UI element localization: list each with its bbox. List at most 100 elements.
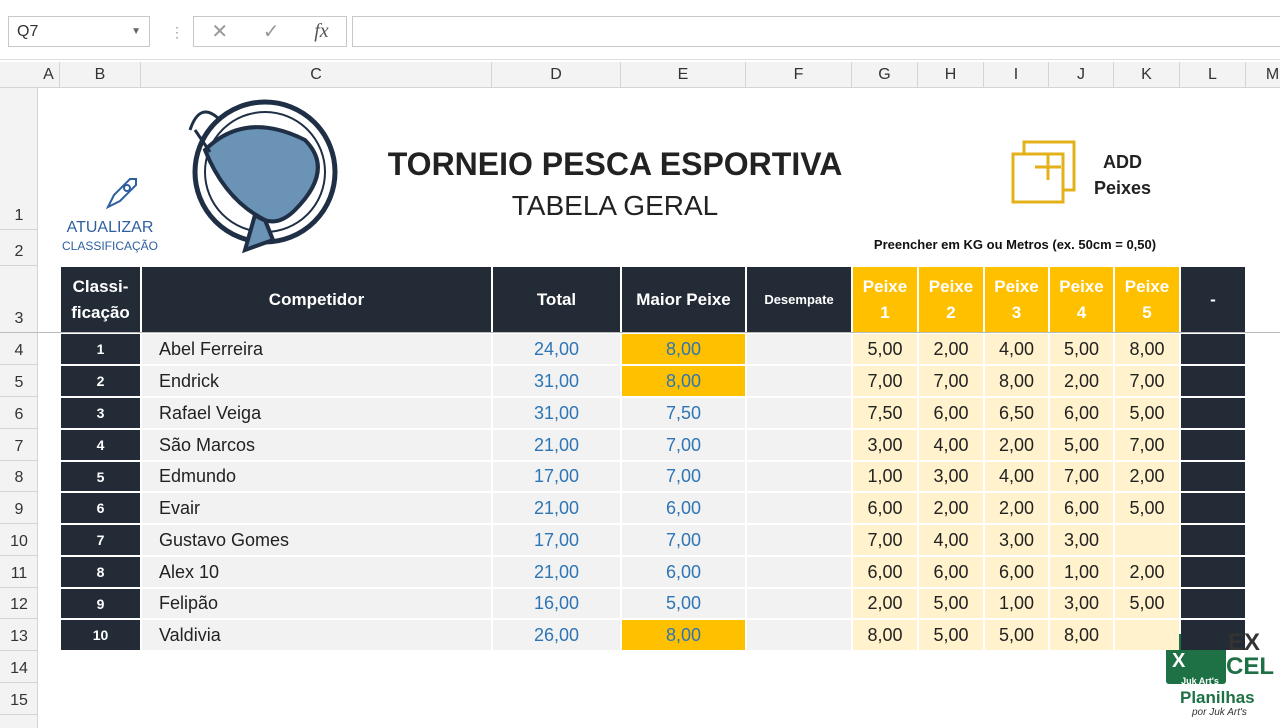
header-text: Competidor: [268, 289, 365, 309]
row-header[interactable]: 2: [0, 230, 38, 266]
cancel-icon[interactable]: ✕: [211, 21, 229, 43]
peixe-cell: 7,00: [1115, 366, 1179, 396]
peixe-cell: 1,00: [853, 462, 917, 491]
rank-cell: 8: [61, 557, 140, 587]
peixe-cell: 5,00: [985, 620, 1048, 650]
column-header[interactable]: A: [38, 62, 60, 88]
total-cell: 21,00: [493, 557, 620, 587]
add-line-1[interactable]: ADD: [1103, 152, 1142, 172]
name-cell: Rafael Veiga: [142, 398, 491, 428]
total-cell: 24,00: [493, 334, 620, 364]
peixe-cell: 2,00: [1050, 366, 1113, 396]
maior-cell: 7,50: [622, 398, 745, 428]
peixe-cell: 6,00: [853, 557, 917, 587]
total-cell: 17,00: [493, 462, 620, 491]
row-header-bar: [0, 88, 38, 728]
rank-cell: 9: [61, 589, 140, 618]
row-header[interactable]: 12: [0, 588, 38, 619]
row-header[interactable]: 8: [0, 461, 38, 492]
column-header[interactable]: H: [918, 62, 984, 88]
table-header: Peixe 5: [1115, 267, 1179, 332]
column-header[interactable]: F: [746, 62, 852, 88]
table-header: Maior Peixe: [622, 267, 745, 332]
name-cell: Alex 10: [142, 557, 491, 587]
row-header[interactable]: 4: [0, 333, 38, 365]
row-header[interactable]: 6: [0, 397, 38, 429]
column-header[interactable]: G: [852, 62, 918, 88]
update-line-2[interactable]: CLASSIFICAÇÃO: [61, 239, 159, 253]
maior-cell: 5,00: [622, 589, 745, 618]
maior-cell: 7,00: [622, 430, 745, 460]
peixe-cell: 2,00: [985, 493, 1048, 523]
side-cell: [1181, 589, 1245, 618]
add-line-2[interactable]: Peixes: [1093, 178, 1152, 198]
wm-by: por Juk Art's: [1192, 707, 1247, 718]
row-header[interactable]: 7: [0, 429, 38, 461]
side-cell: [1181, 398, 1245, 428]
total-cell: 21,00: [493, 493, 620, 523]
name-box[interactable]: Q7 ▼: [8, 16, 150, 47]
header-text: Peixe: [994, 276, 1039, 296]
formula-input[interactable]: [352, 16, 1280, 47]
peixe-cell: 1,00: [1050, 557, 1113, 587]
enter-icon[interactable]: ✓: [262, 21, 280, 43]
row-header[interactable]: 3: [0, 266, 38, 333]
row-header[interactable]: 5: [0, 365, 38, 397]
row-header[interactable]: 1: [0, 88, 38, 230]
column-header[interactable]: M: [1246, 62, 1280, 88]
column-header[interactable]: E: [621, 62, 746, 88]
desempate-cell: [747, 620, 851, 650]
header-text: Total: [536, 289, 577, 309]
maior-cell: 7,00: [622, 525, 745, 555]
column-header[interactable]: L: [1180, 62, 1246, 88]
maior-cell: 6,00: [622, 493, 745, 523]
peixe-cell: 4,00: [985, 462, 1048, 491]
table-header: Desempate: [747, 267, 851, 332]
desempate-cell: [747, 398, 851, 428]
peixe-cell: 1,00: [985, 589, 1048, 618]
row-header[interactable]: 10: [0, 524, 38, 556]
peixe-cell: 2,00: [985, 430, 1048, 460]
header-text: -: [1210, 289, 1216, 309]
desempate-cell: [747, 557, 851, 587]
column-header[interactable]: I: [984, 62, 1049, 88]
peixe-cell: 7,00: [853, 525, 917, 555]
peixe-cell: 2,00: [1115, 557, 1179, 587]
column-header[interactable]: K: [1114, 62, 1180, 88]
peixe-cell: 8,00: [985, 366, 1048, 396]
row-header[interactable]: 11: [0, 556, 38, 588]
fish-logo: [188, 99, 338, 254]
function-icon[interactable]: fx: [314, 20, 329, 42]
column-header[interactable]: C: [141, 62, 492, 88]
update-line-1[interactable]: ATUALIZAR: [66, 219, 154, 236]
peixe-cell: 3,00: [1050, 525, 1113, 555]
row-header[interactable]: 14: [0, 651, 38, 683]
header-text: Peixe: [1059, 276, 1104, 296]
row-header[interactable]: 15: [0, 683, 38, 715]
column-header[interactable]: D: [492, 62, 621, 88]
wm-badge: Juk Art's: [1181, 676, 1219, 686]
row-header[interactable]: 13: [0, 619, 38, 651]
peixe-cell: 5,00: [1115, 398, 1179, 428]
peixe-cell: 5,00: [1115, 589, 1179, 618]
header-text: Maior Peixe: [636, 289, 731, 309]
peixe-cell: 6,00: [1050, 398, 1113, 428]
dropdown-arrow: ▼: [131, 26, 141, 37]
peixe-cell: 3,00: [985, 525, 1048, 555]
peixe-cell: 2,00: [1115, 462, 1179, 491]
name-cell: Valdivia: [142, 620, 491, 650]
peixe-cell: 3,00: [919, 462, 983, 491]
peixe-cell: 2,00: [919, 334, 983, 364]
total-cell: 31,00: [493, 366, 620, 396]
maior-cell: 7,00: [622, 462, 745, 491]
table-header: Competidor: [142, 267, 491, 332]
header-text: Classi-: [72, 276, 129, 296]
column-header[interactable]: B: [60, 62, 141, 88]
column-header[interactable]: J: [1049, 62, 1114, 88]
row-header[interactable]: 9: [0, 492, 38, 524]
name-cell: Abel Ferreira: [142, 334, 491, 364]
peixe-cell: 8,00: [1115, 334, 1179, 364]
header-text: Peixe: [928, 276, 974, 296]
peixe-cell: 5,00: [919, 589, 983, 618]
add-icon[interactable]: [1010, 140, 1078, 206]
